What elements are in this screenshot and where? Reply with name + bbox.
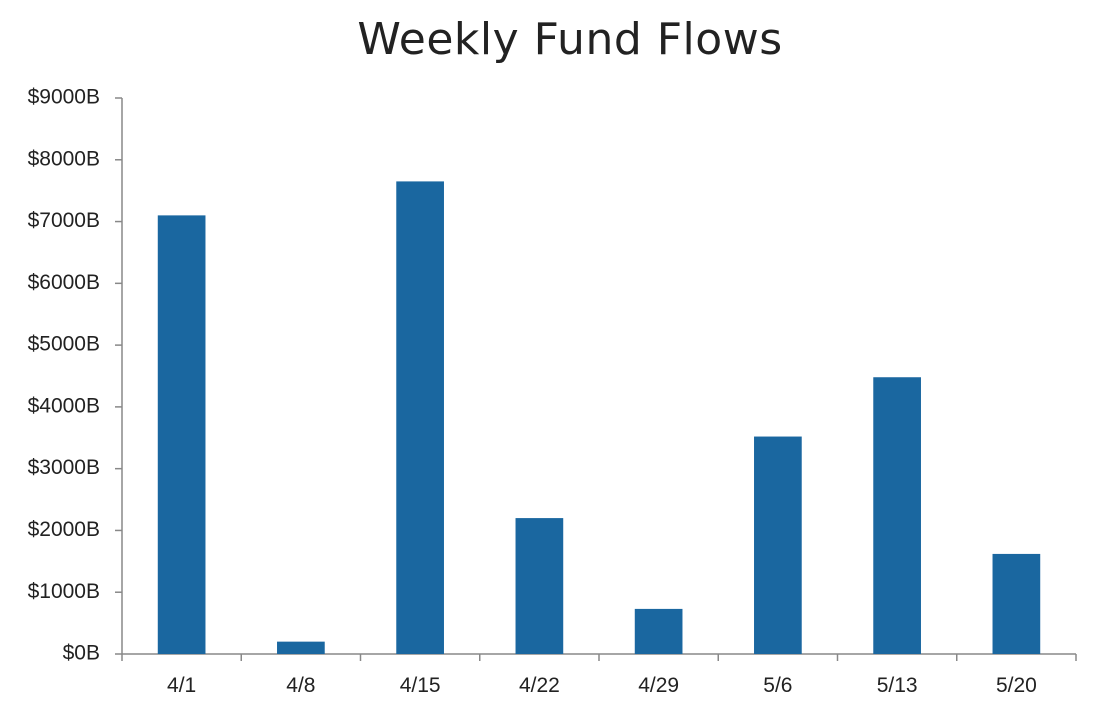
- x-axis: 4/1 4/8 4/15 4/22 4/29 5/6 5/13 5/20: [121, 653, 1077, 697]
- bar-4-8: [277, 641, 325, 654]
- x-tick-label: 4/8: [286, 674, 315, 697]
- x-tick-label: 4/15: [400, 674, 441, 697]
- x-tick-label: 4/29: [638, 674, 679, 697]
- chart-title: Weekly Fund Flows: [357, 14, 783, 65]
- bars: [157, 181, 1041, 654]
- y-tick-label: $2000B: [28, 518, 100, 541]
- x-tick-label: 5/13: [877, 674, 918, 697]
- bar-4-29: [634, 608, 683, 654]
- bar-4-22: [515, 518, 564, 654]
- y-tick-label: $9000B: [28, 86, 100, 109]
- y-tick-label: $6000B: [28, 271, 100, 294]
- bar-5-20: [992, 553, 1041, 654]
- y-axis: $0B $1000B $2000B $3000B $4000B $5000B $6000B $…: [28, 86, 123, 665]
- y-tick-label: $8000B: [28, 147, 100, 170]
- x-tick-label: 4/22: [519, 674, 560, 697]
- x-tick-label: 5/6: [763, 674, 792, 697]
- bar-5-13: [873, 377, 921, 654]
- bar-4-1: [157, 215, 206, 654]
- y-tick-label: $5000B: [28, 333, 100, 356]
- y-tick-label: $0B: [63, 642, 100, 665]
- y-tick-label: $3000B: [28, 456, 100, 479]
- y-tick-label: $1000B: [28, 580, 100, 603]
- x-tick-label: 4/1: [167, 674, 196, 697]
- y-tick-label: $4000B: [28, 394, 100, 417]
- y-tick-label: $7000B: [28, 209, 100, 232]
- x-tick-label: 5/20: [996, 674, 1037, 697]
- bar-5-6: [754, 436, 802, 654]
- bar-4-15: [396, 181, 444, 654]
